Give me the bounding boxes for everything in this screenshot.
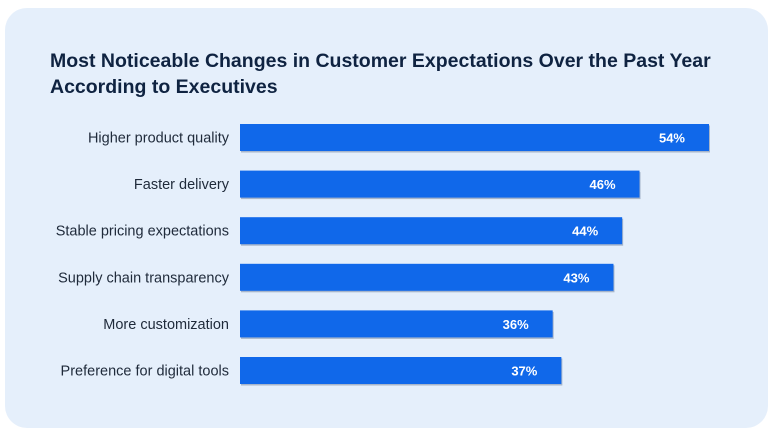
bar-0: [240, 124, 709, 151]
value-label: 36%: [503, 317, 529, 332]
category-label: Stable pricing expectations: [56, 224, 229, 240]
chart-title: Most Noticeable Changes in Customer Expe…: [50, 50, 711, 98]
bar-1: [240, 170, 640, 198]
value-label: 54%: [659, 131, 685, 146]
category-label: Supply chain transparency: [58, 270, 230, 286]
bar-3: [240, 263, 614, 291]
bar-5: [240, 357, 562, 384]
category-label: Faster delivery: [134, 177, 230, 193]
category-label: More customization: [103, 317, 229, 333]
value-label: 43%: [563, 270, 589, 285]
category-label: Higher product quality: [88, 131, 230, 147]
value-label: 37%: [511, 364, 537, 379]
bar-4: [240, 310, 553, 338]
bar-2: [240, 217, 623, 245]
value-label: 44%: [572, 224, 598, 239]
value-label: 46%: [589, 177, 615, 192]
category-label: Preference for digital tools: [61, 364, 229, 380]
